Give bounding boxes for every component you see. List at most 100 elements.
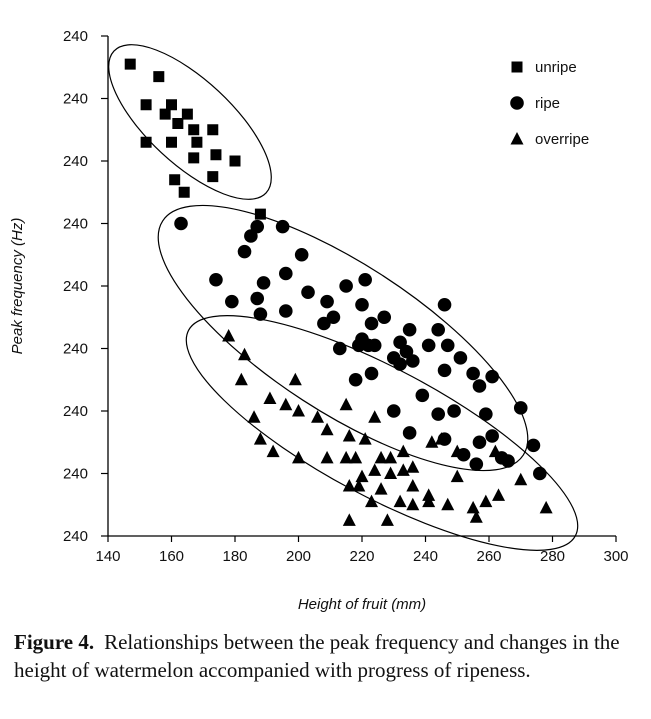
unripe-data-point (229, 155, 241, 167)
overripe-data-point (342, 513, 356, 526)
overripe-data-point (469, 510, 483, 523)
overripe-data-point (288, 372, 302, 386)
overripe-data-point (425, 435, 439, 448)
overripe-data-point (279, 397, 293, 411)
overripe-data-point (384, 450, 398, 464)
ripe-legend-label: ripe (535, 95, 560, 112)
overripe-data-point (292, 450, 305, 464)
ripe-data-point (355, 297, 369, 312)
ripe-data-point (377, 310, 392, 325)
ripe-data-point (275, 219, 290, 234)
y-tick-label: 240 (63, 341, 88, 358)
ripe-data-point (225, 294, 239, 309)
ripe-data-point (431, 322, 446, 337)
ripe-data-point (472, 379, 487, 393)
overripe-data-point (339, 450, 353, 464)
overripe-data-point (292, 404, 305, 417)
figure-caption: Figure 4. Relationships between the peak … (14, 628, 634, 684)
ripe-data-point (421, 338, 436, 353)
cluster-outlines (108, 44, 579, 551)
ripe-data-point (326, 310, 341, 325)
ripe-data-point (453, 351, 468, 365)
overripe-data-point (355, 469, 369, 483)
ripe-data-point (332, 341, 347, 356)
unripe-data-point (124, 58, 136, 70)
overripe-data-point (406, 479, 420, 492)
overripe-data-point (238, 347, 252, 361)
overripe-data-point (358, 432, 372, 445)
x-tick-label: 200 (286, 548, 311, 565)
ripe-data-point (244, 229, 258, 243)
overripe-data-point (488, 444, 502, 458)
overripe-data-point (450, 444, 464, 458)
y-axis-ticks: 240 240 240 240 240 240 240 240 240 (63, 28, 108, 545)
overripe-data-point (368, 410, 382, 423)
figure-caption-text: Relationships between the peak frequency… (14, 630, 620, 682)
overripe-data-point (492, 488, 506, 501)
ripe-data-point (437, 297, 452, 312)
ripe-data-point (440, 338, 455, 353)
ripe-data-point (437, 363, 452, 378)
overripe-data-point (406, 460, 420, 473)
overripe-data-point (349, 450, 363, 464)
ripe-data-point (339, 279, 353, 293)
ripe-data-point (358, 272, 372, 287)
overripe-legend-label: overripe (535, 131, 589, 148)
ripe-data-point (402, 426, 417, 440)
overripe-data-point (253, 432, 267, 445)
x-tick-label: 180 (222, 548, 247, 565)
unripe-data-point (166, 136, 177, 148)
x-tick-label: 140 (95, 548, 120, 565)
ripe-data-point (301, 285, 315, 300)
ripe-data-point (348, 372, 363, 387)
ripe-data-point (472, 435, 487, 450)
overripe-data-point (342, 429, 356, 442)
overripe-data-point (365, 494, 379, 508)
overripe-data-point (320, 422, 334, 436)
x-tick-label: 280 (540, 548, 565, 565)
overripe-data-point (466, 500, 480, 514)
overripe-data-point (384, 466, 398, 479)
unripe-data-point (210, 149, 222, 161)
ripe-data-point (250, 291, 265, 306)
unripe-data-point (153, 71, 165, 83)
unripe-data-point (207, 124, 219, 136)
ripe-data-point (466, 366, 480, 381)
y-tick-label: 240 (63, 278, 88, 295)
overripe-data-point (374, 450, 388, 464)
overripe-data-point (539, 500, 553, 514)
unripe-data-point (207, 171, 219, 183)
ripe-data-point (479, 407, 493, 421)
overripe-data-point (342, 479, 356, 492)
overripe-data-point (311, 410, 325, 423)
ripe-data-point (386, 351, 401, 365)
overripe-data-point (393, 494, 407, 508)
overripe-data-point (380, 513, 394, 526)
y-tick-label: 240 (63, 528, 88, 545)
overripe-data-point (266, 444, 280, 458)
overripe-data-point (434, 432, 448, 445)
ripe-data-point (364, 316, 379, 331)
ripe-data-point (485, 369, 499, 384)
overripe-data-point (422, 488, 436, 501)
unripe-data-point (181, 108, 193, 120)
ripe-data-point (386, 404, 401, 418)
unripe-data-point (140, 99, 152, 111)
overripe-data-point (374, 482, 388, 495)
overripe-data-point (234, 372, 248, 386)
y-tick-label: 240 (63, 466, 88, 483)
ripe-data-point (415, 388, 430, 403)
unripe-data-point (188, 124, 200, 136)
unripe-data-point (191, 136, 203, 148)
overripe-data-point (339, 397, 353, 411)
ripe-data-point (279, 304, 293, 318)
overripe-data-point (441, 497, 455, 511)
ripe-data-point (256, 276, 271, 290)
x-axis-ticks: 140 160 180 200 220 240 260 280 300 (95, 536, 629, 565)
y-tick-label: 240 (63, 28, 88, 45)
ripe-data-point (174, 216, 188, 231)
x-tick-label: 240 (413, 548, 438, 565)
overripe-data-point (450, 469, 464, 483)
unripe-data-point (254, 208, 266, 220)
ripe-data-point (279, 266, 293, 281)
